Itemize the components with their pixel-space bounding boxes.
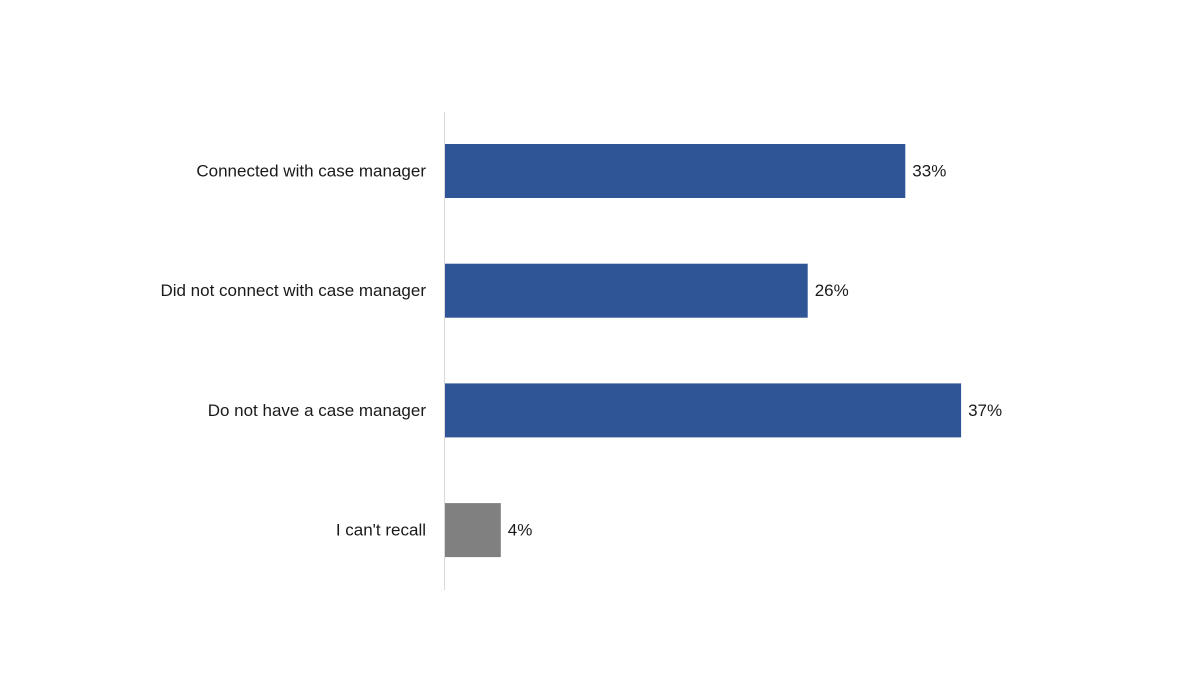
value-label: 26% [815,281,849,300]
category-label: Do not have a case manager [208,401,427,420]
bar-3 [445,503,501,558]
bar-1 [445,263,808,318]
category-label: I can't recall [336,521,426,540]
category-label: Did not connect with case manager [160,281,426,300]
category-label: Connected with case manager [196,162,426,181]
value-label: 37% [968,401,1002,420]
bars-group: Connected with case manager 33% Did not co… [160,144,1002,558]
bar-0 [445,144,906,198]
value-label: 4% [508,521,533,540]
value-label: 33% [912,162,946,181]
bar-2 [445,383,962,438]
